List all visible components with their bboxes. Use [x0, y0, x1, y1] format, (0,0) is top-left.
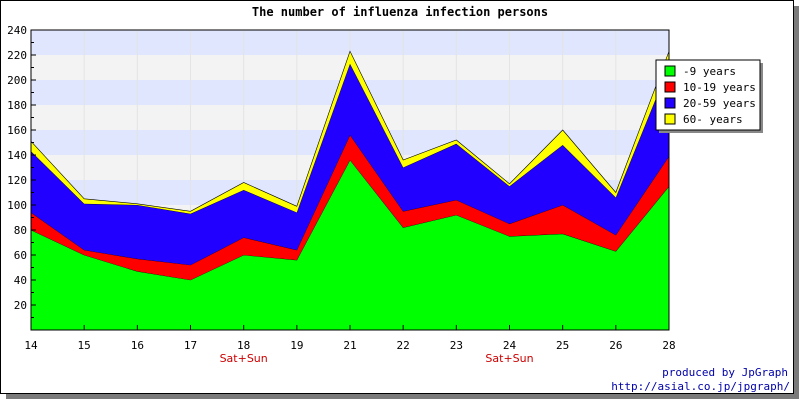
x-tick-label: 26 [609, 339, 622, 352]
area-series-2 [31, 63, 669, 265]
y-tick-label: 200 [7, 74, 27, 87]
frame-shadow-bottom [6, 394, 799, 399]
y-tick-label: 180 [7, 99, 27, 112]
legend-label-2: 20-59 years [683, 97, 756, 110]
credit-link[interactable]: http://asial.co.jp/jpgraph/ [611, 380, 790, 393]
x-tick-label: 19 [290, 339, 303, 352]
legend-label-1: 10-19 years [683, 81, 756, 94]
x-tick-label: 15 [78, 339, 91, 352]
y-axis: 20 40 60 80 100 120 140 160 180 200 220 240 [7, 24, 36, 330]
y-tick-label: 40 [14, 274, 27, 287]
x-tick-label: 17 [184, 339, 197, 352]
x-tick-label: 28 [662, 339, 675, 352]
area-series-0 [31, 160, 669, 330]
y-tick-label: 20 [14, 299, 27, 312]
legend-swatch-1 [664, 81, 676, 93]
x-tick-label: 24 [503, 339, 517, 352]
x-tick-label: 21 [343, 339, 356, 352]
legend: -9 years 10-19 years 20-59 years 60- years [655, 59, 763, 133]
legend-swatch-3 [664, 113, 676, 125]
x-sublabel: Sat+Sun [220, 352, 268, 365]
y-tick-label: 120 [7, 174, 27, 187]
legend-label-0: -9 years [683, 65, 736, 78]
x-tick-label: 14 [24, 339, 38, 352]
legend-label-3: 60- years [683, 113, 743, 126]
y-tick-label: 160 [7, 124, 27, 137]
x-tick-label: 25 [556, 339, 569, 352]
y-tick-label: 140 [7, 149, 27, 162]
legend-swatch-2 [664, 97, 676, 109]
area-layers [30, 50, 670, 330]
y-tick-label: 100 [7, 199, 27, 212]
chart-title: The number of influenza infection person… [252, 5, 548, 19]
y-tick-label: 80 [14, 224, 27, 237]
frame-shadow-right [794, 6, 799, 399]
credit-line-1: produced by JpGraph [662, 366, 788, 379]
area-outline-3 [30, 50, 670, 212]
y-tick-label: 240 [7, 24, 27, 37]
y-tick-label: 220 [7, 49, 27, 62]
x-tick-label: 22 [397, 339, 410, 352]
x-tick-label: 23 [450, 339, 463, 352]
legend-swatch-0 [664, 65, 676, 77]
x-tick-label: 18 [237, 339, 250, 352]
x-sublabel: Sat+Sun [485, 352, 533, 365]
y-tick-label: 60 [14, 249, 27, 262]
x-tick-label: 16 [131, 339, 144, 352]
